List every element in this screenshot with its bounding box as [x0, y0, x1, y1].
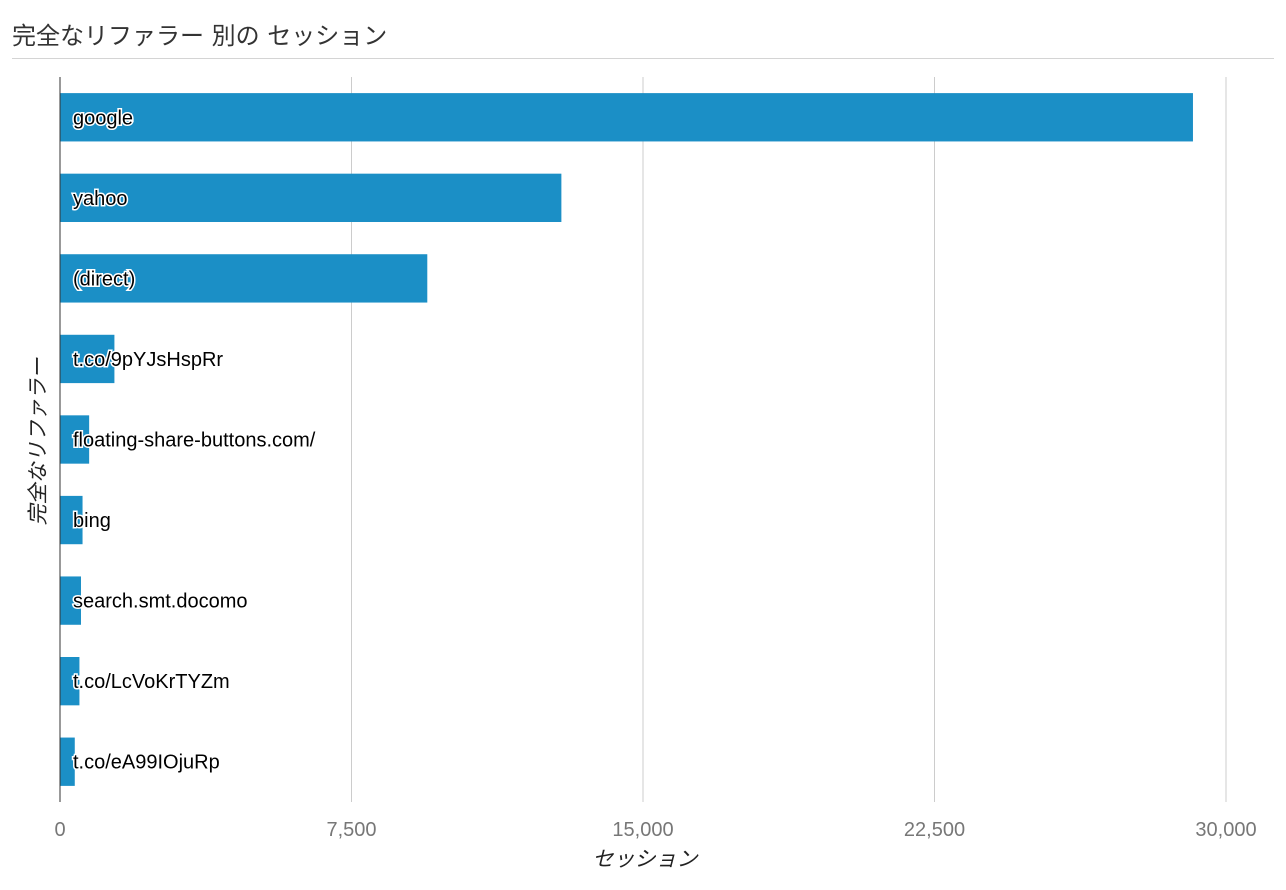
bar[interactable]	[60, 495, 83, 545]
bar[interactable]	[60, 415, 90, 464]
x-tick-label: 15,000	[612, 819, 673, 841]
bar[interactable]	[60, 576, 81, 625]
bars	[60, 93, 1193, 786]
x-axis-title: セッション	[593, 847, 699, 871]
bar[interactable]	[60, 254, 428, 303]
x-tick-labels: 0 7,500 15,000 22,500 30,000	[54, 819, 1256, 841]
bar-category-label: google	[73, 107, 133, 129]
bar-category-label: (direct)	[73, 268, 135, 290]
bar[interactable]	[60, 93, 1193, 142]
bar[interactable]	[60, 173, 562, 222]
x-tick-label: 0	[54, 819, 65, 841]
bar-category-label: yahoo	[73, 188, 128, 210]
chart-header: 完全なリファラー 別の セッション	[12, 0, 1274, 59]
x-tick-label: 7,500	[326, 819, 376, 841]
bar-category-label: bing	[73, 510, 111, 532]
bar-category-label: t.co/eA99IOjuRp	[73, 752, 220, 774]
bar-category-label: t.co/LcVoKrTYZm	[73, 671, 230, 693]
x-tick-label: 30,000	[1195, 819, 1256, 841]
x-tick-label: 22,500	[904, 819, 965, 841]
bar-category-label: search.smt.docomo	[73, 591, 248, 613]
bar[interactable]	[60, 657, 80, 706]
bar[interactable]	[60, 737, 75, 786]
y-axis-title: 完全なリファラー	[26, 357, 50, 526]
bar[interactable]	[60, 334, 115, 384]
chart-title: 完全なリファラー 別の セッション	[12, 22, 388, 50]
bar-category-label: t.co/9pYJsHspRr	[73, 349, 223, 371]
bar-labels: google yahoo (direct) t.co/9pYJsHspRr floati…	[72, 106, 318, 775]
bar-category-label: floating-share-buttons.com/	[73, 430, 316, 452]
